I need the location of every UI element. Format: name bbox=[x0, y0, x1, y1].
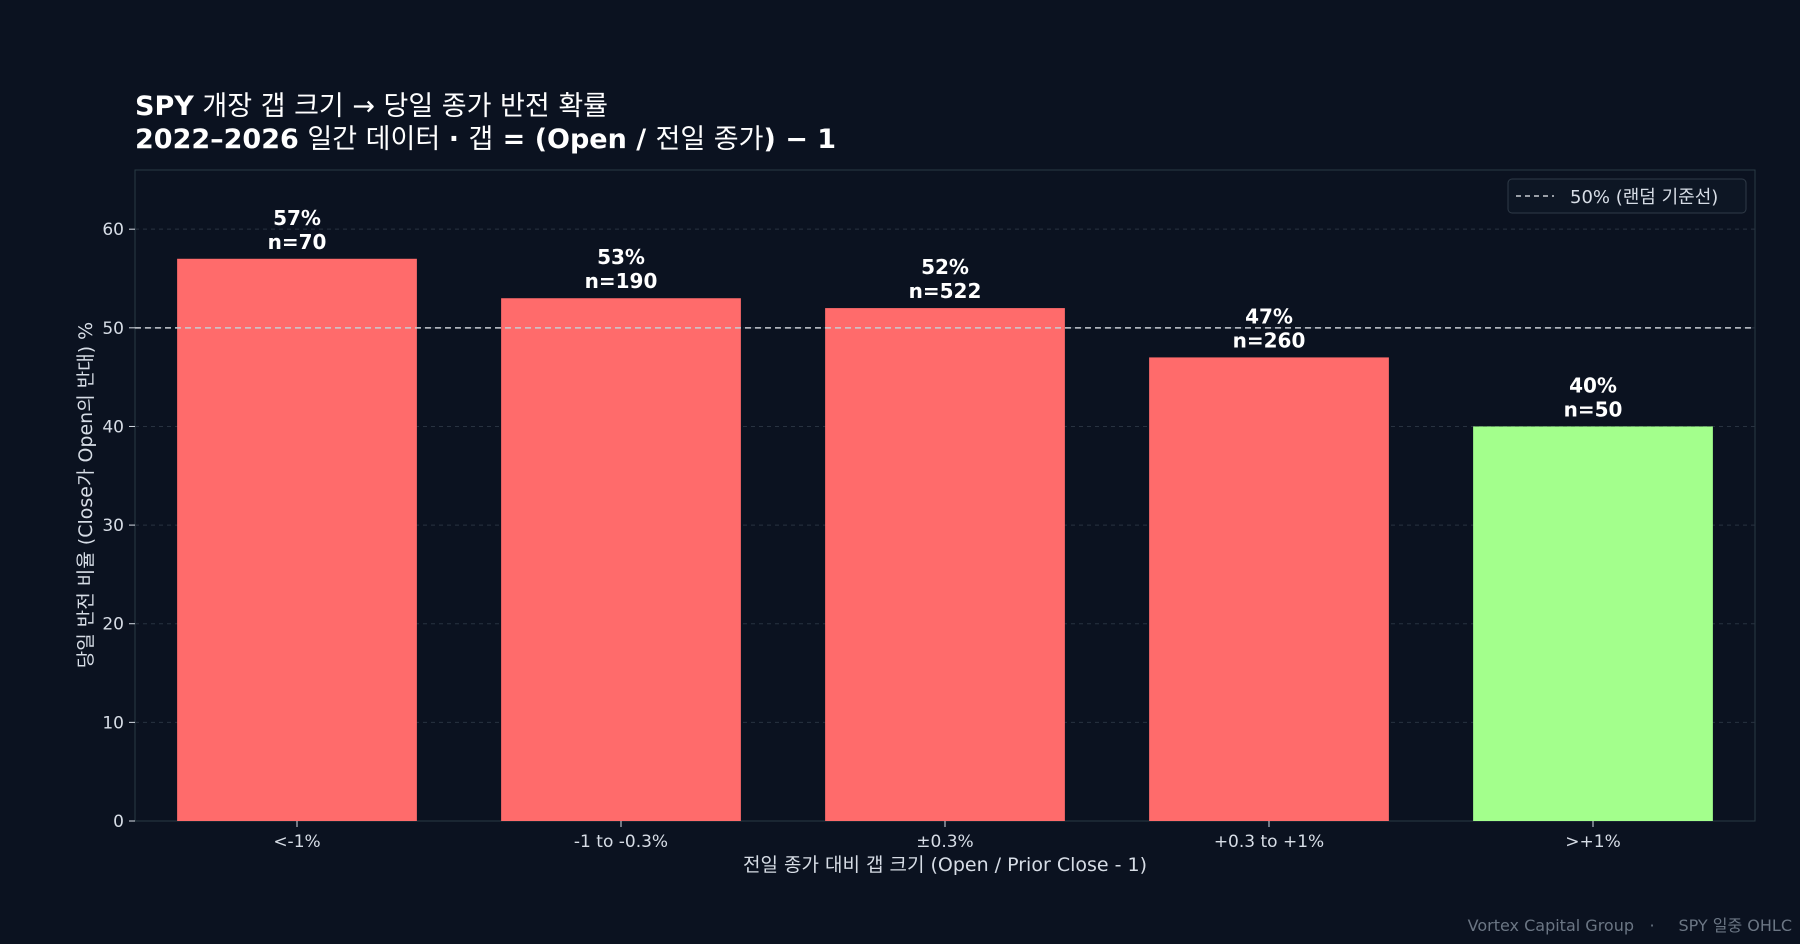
x-axis-label: 전일 종가 대비 갭 크기 (Open / Prior Close - 1) bbox=[743, 854, 1147, 876]
chart-title-line1: SPY 개장 갭 크기 → 당일 종가 반전 확률 bbox=[135, 91, 608, 122]
title-dot: · bbox=[449, 124, 469, 155]
title-daily-data: 일간 데이터 bbox=[299, 124, 449, 155]
bar bbox=[177, 258, 417, 822]
y-tick-label: 0 bbox=[113, 812, 124, 832]
footer-source: SPY 일중 OHLC bbox=[1678, 916, 1792, 935]
title-ticker: SPY bbox=[135, 91, 194, 122]
y-tick-label: 50 bbox=[102, 319, 124, 339]
bars-layer bbox=[177, 258, 1713, 822]
x-tick-label: ±0.3% bbox=[916, 832, 973, 852]
bar-value-label: 57% bbox=[273, 206, 321, 230]
y-tick-label: 30 bbox=[102, 516, 124, 536]
bar-value-label: 47% bbox=[1245, 304, 1293, 328]
bar-value-label: 52% bbox=[921, 255, 969, 279]
bar-value-label: 40% bbox=[1569, 373, 1617, 397]
y-axis-label: 당일 반전 비율 (Close가 Open의 반대) % bbox=[75, 322, 97, 668]
y-tick-labels: 0 10 20 30 40 50 60 bbox=[102, 220, 124, 832]
footer-separator: · bbox=[1649, 916, 1654, 935]
chart-title-line2: 2022–2026 일간 데이터 · 갭 = (Open / 전일 종가) − … bbox=[135, 124, 836, 155]
y-tick-label: 20 bbox=[102, 615, 124, 635]
x-tick-label: >+1% bbox=[1565, 832, 1620, 852]
bar bbox=[501, 298, 741, 821]
bar bbox=[1149, 357, 1389, 821]
bar-count-label: n=260 bbox=[1233, 328, 1306, 352]
bar bbox=[1473, 426, 1713, 821]
footer-company: Vortex Capital Group bbox=[1468, 916, 1634, 935]
x-tick-label: <-1% bbox=[273, 832, 320, 852]
legend-box bbox=[1507, 178, 1747, 214]
title-minus-one: ) − 1 bbox=[763, 124, 836, 155]
y-tick-label: 60 bbox=[102, 220, 124, 240]
bar-labels: 57%n=70 53%n=190 52%n=522 47%n=260 40%n=50 bbox=[268, 206, 1623, 422]
y-tick-label: 40 bbox=[102, 417, 124, 437]
bar-count-label: n=190 bbox=[585, 269, 658, 293]
bar-count-label: n=522 bbox=[909, 279, 982, 303]
title-gap: 갭 bbox=[468, 124, 493, 155]
bar-count-label: n=50 bbox=[1564, 397, 1623, 421]
x-tick-label: -1 to -0.3% bbox=[574, 832, 668, 852]
title-prior-close: 전일 종가 bbox=[656, 124, 764, 155]
bar-count-label: n=70 bbox=[268, 230, 327, 254]
x-tick-labels: <-1% -1 to -0.3% ±0.3% +0.3 to +1% >+1% bbox=[273, 832, 1620, 852]
title-line1-rest: 개장 갭 크기 → 당일 종가 반전 확률 bbox=[194, 91, 608, 122]
x-tick-label: +0.3 to +1% bbox=[1214, 832, 1324, 852]
title-open-formula: = (Open / bbox=[493, 124, 655, 155]
y-tick-label: 10 bbox=[102, 713, 124, 733]
bar-value-label: 53% bbox=[597, 245, 645, 269]
title-years: 2022–2026 bbox=[135, 124, 299, 155]
legend: 50% (랜덤 기준선) bbox=[1507, 178, 1747, 214]
legend-label: 50% (랜덤 기준선) bbox=[1570, 187, 1718, 208]
bar bbox=[825, 308, 1065, 821]
